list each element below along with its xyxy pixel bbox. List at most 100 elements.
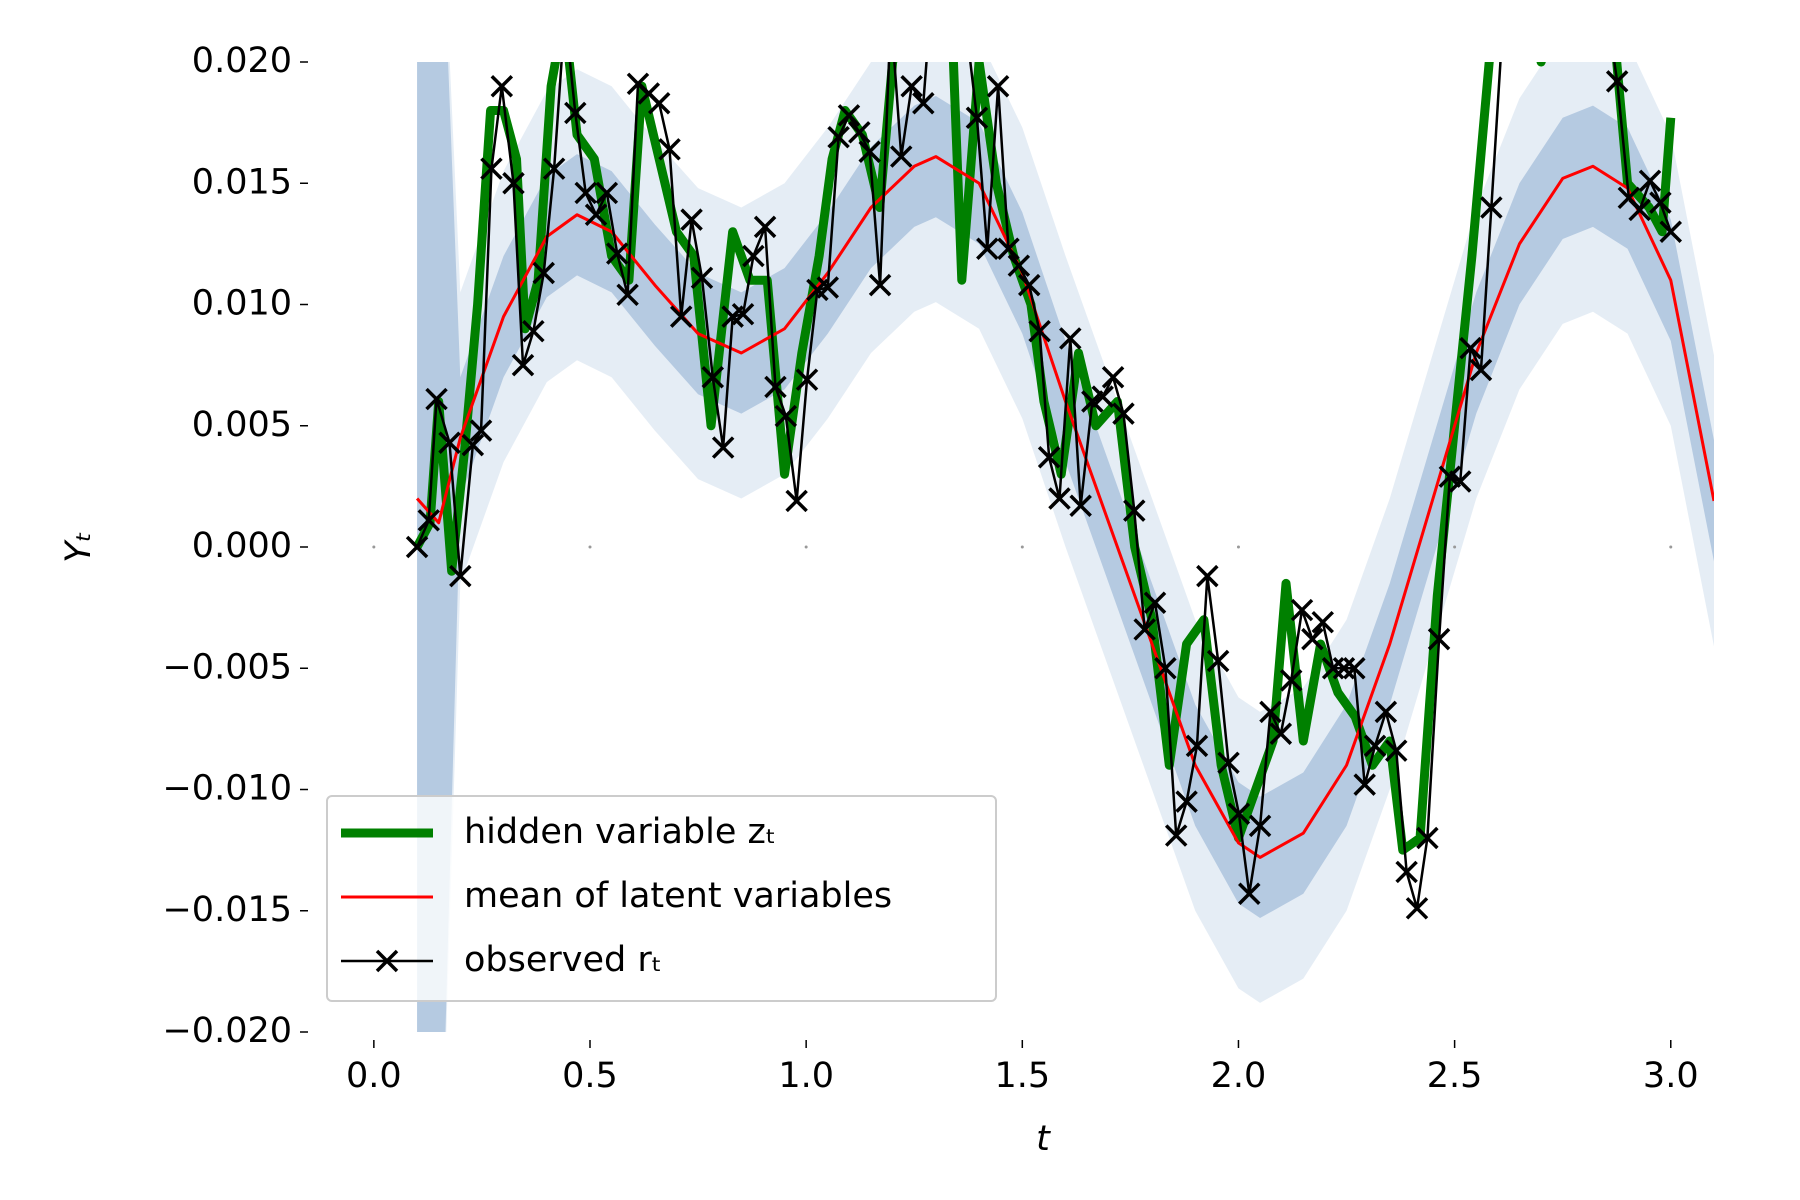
x-tick-label: 2.0 (1211, 1056, 1267, 1096)
x-marker (986, 75, 1010, 98)
x-marker (1091, 385, 1114, 408)
x-marker (1259, 700, 1282, 724)
x-marker (1638, 169, 1662, 193)
x-marker (1196, 564, 1219, 588)
x-marker (1037, 446, 1061, 469)
x-marker (997, 237, 1020, 260)
x-tick-label: 0.0 (346, 1056, 402, 1096)
legend-label: mean of latent variables (464, 876, 892, 916)
x-marker (1395, 860, 1418, 884)
x-marker (1133, 618, 1156, 641)
x-marker (490, 75, 514, 98)
x-marker (1459, 336, 1482, 360)
x-marker (417, 509, 440, 532)
x-tick-label: 2.5 (1427, 1056, 1483, 1096)
x-marker (690, 266, 714, 290)
x-marker (647, 91, 671, 115)
x-marker (912, 91, 935, 115)
x-marker (816, 276, 840, 299)
x-marker (701, 366, 725, 389)
x-marker (858, 140, 881, 163)
x-marker (764, 375, 787, 399)
x-marker (1449, 470, 1472, 493)
x-marker (1007, 254, 1031, 277)
x-marker (584, 203, 608, 227)
x-marker (1248, 814, 1272, 838)
x-marker (511, 353, 535, 377)
x-marker (438, 431, 461, 454)
x-marker (1185, 734, 1209, 758)
x-marker (425, 387, 448, 411)
x-marker (774, 404, 798, 428)
x-marker (1154, 657, 1177, 680)
x-marker (1028, 319, 1051, 343)
series-line (415, 62, 1672, 910)
x-marker (1164, 824, 1188, 847)
y-tick-label: −0.010 (162, 769, 292, 809)
x-marker (1112, 402, 1135, 425)
x-tick-dot (1236, 545, 1240, 549)
x-marker (1048, 487, 1071, 510)
x-marker (502, 172, 525, 195)
x-marker (785, 489, 808, 513)
x-marker (1269, 722, 1293, 745)
x-tick-label: 0.5 (562, 1056, 618, 1096)
x-marker (1628, 198, 1651, 222)
x-marker (1469, 358, 1493, 382)
x-marker (753, 215, 777, 239)
x-marker (1353, 773, 1376, 796)
x-marker (1279, 669, 1303, 692)
x-marker (605, 242, 629, 265)
x-marker (1017, 273, 1041, 297)
x-marker (795, 368, 819, 391)
x-marker (669, 305, 693, 328)
x-marker (1649, 191, 1672, 214)
x-marker (881, 4, 901, 24)
x-marker (1143, 591, 1167, 615)
x-marker (1659, 220, 1683, 243)
x-tick-dot (588, 545, 592, 549)
x-tick-dot (1020, 545, 1024, 549)
x-marker (711, 436, 735, 459)
x-marker (522, 319, 545, 343)
x-marker (976, 237, 999, 260)
x-marker (1427, 627, 1451, 651)
x-marker (1385, 739, 1408, 762)
x-marker (1332, 657, 1356, 680)
x-tick-label: 3.0 (1643, 1056, 1699, 1096)
x-marker (1405, 897, 1429, 920)
x-marker (449, 564, 472, 588)
x-tick-dot (1453, 545, 1457, 549)
x-marker (1290, 598, 1314, 622)
x-marker (1343, 657, 1366, 680)
x-marker (1238, 882, 1261, 906)
x-tick-label: 1.5 (994, 1056, 1050, 1096)
y-tick-label: −0.015 (162, 890, 292, 930)
x-marker (1175, 790, 1198, 813)
legend-label: hidden variable zₜ (464, 812, 776, 852)
x-tick-dot (804, 545, 808, 549)
uncertainty-band (417, 62, 1714, 1032)
x-marker (837, 104, 861, 127)
x-marker (868, 273, 892, 297)
x-marker (1059, 327, 1082, 350)
x-marker (1123, 499, 1146, 522)
x-marker (595, 181, 619, 205)
x-tick-label: 1.0 (778, 1056, 834, 1096)
y-tick-label: 0.010 (192, 284, 292, 324)
x-marker (1101, 366, 1125, 389)
y-tick-label: 0.020 (192, 41, 292, 81)
legend-box (326, 795, 997, 1002)
y-tick-label: 0.015 (192, 162, 292, 202)
y-tick-label: −0.020 (162, 1011, 292, 1051)
x-marker (1069, 494, 1092, 518)
x-tick-dot (1669, 545, 1673, 549)
x-marker (1480, 196, 1503, 219)
x-marker (532, 261, 555, 285)
x-marker (965, 106, 989, 130)
x-marker (1374, 700, 1398, 724)
x-tick-dot (372, 545, 376, 549)
legend-marker (375, 949, 399, 973)
y-tick-label: 0.005 (192, 405, 292, 445)
